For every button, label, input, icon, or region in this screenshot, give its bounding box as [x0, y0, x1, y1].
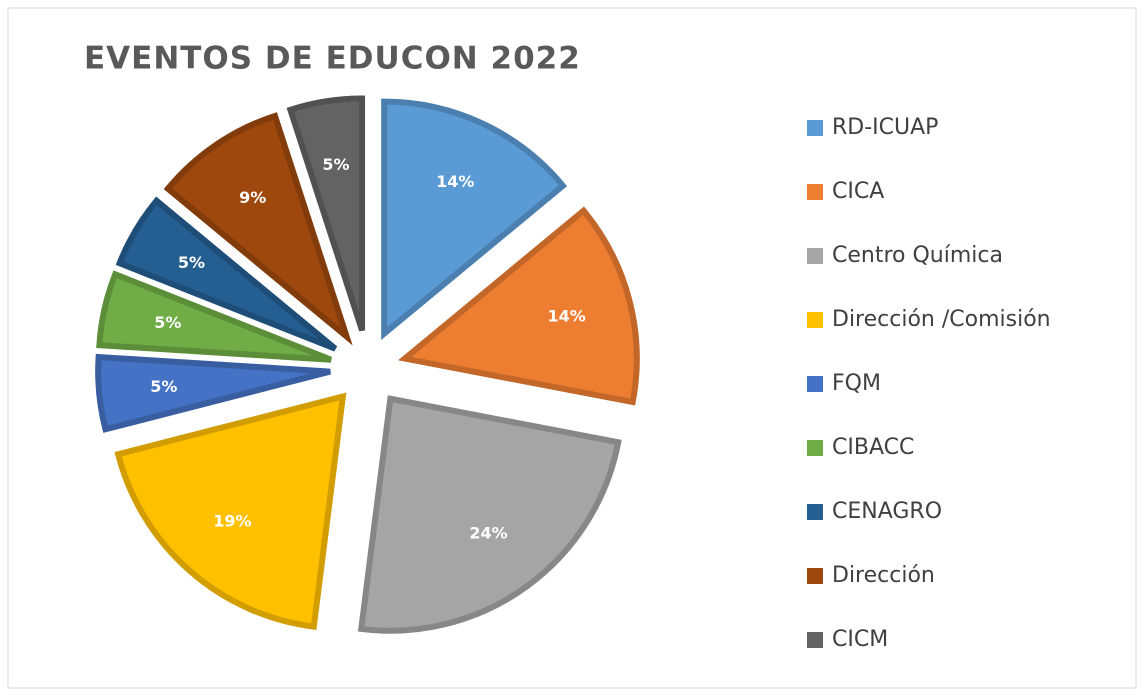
legend-swatch — [807, 568, 823, 584]
data-label: 5% — [150, 377, 177, 396]
legend-swatch — [807, 632, 823, 648]
legend-swatch — [807, 184, 823, 200]
legend-swatch — [807, 120, 823, 136]
data-label: 9% — [239, 188, 266, 207]
pie-slice — [357, 395, 622, 634]
legend-label: CICM — [832, 627, 888, 652]
legend-label: CENAGRO — [832, 499, 942, 524]
data-label: 14% — [547, 307, 585, 326]
data-label: 5% — [154, 313, 181, 332]
data-label: 5% — [178, 253, 205, 272]
pie-slice — [163, 112, 353, 346]
legend-label: Dirección — [832, 563, 935, 588]
legend-label: Dirección /Comisión — [832, 307, 1051, 332]
data-label: 19% — [213, 511, 251, 530]
chart-title: EVENTOS DE EDUCON 2022 — [84, 41, 581, 77]
pie-slice — [381, 98, 568, 340]
legend-label: CIBACC — [832, 435, 914, 460]
legend-swatch — [807, 248, 823, 264]
data-label: 24% — [469, 523, 507, 542]
data-label: 5% — [322, 155, 349, 174]
legend-label: CICA — [832, 179, 884, 204]
pie-slice — [286, 95, 366, 332]
pie-slice — [95, 353, 331, 433]
pie-slice — [96, 270, 333, 363]
data-label: 14% — [436, 172, 474, 191]
pie-slice — [397, 206, 640, 406]
pie-slice — [114, 392, 347, 631]
legend-swatch — [807, 504, 823, 520]
legend-label: RD-ICUAP — [832, 115, 938, 140]
legend-label: Centro Química — [832, 243, 1003, 268]
legend-swatch — [807, 440, 823, 456]
pie-slice — [115, 196, 338, 352]
legend-swatch — [807, 376, 823, 392]
legend-label: FQM — [832, 371, 881, 396]
legend-swatch — [807, 312, 823, 328]
